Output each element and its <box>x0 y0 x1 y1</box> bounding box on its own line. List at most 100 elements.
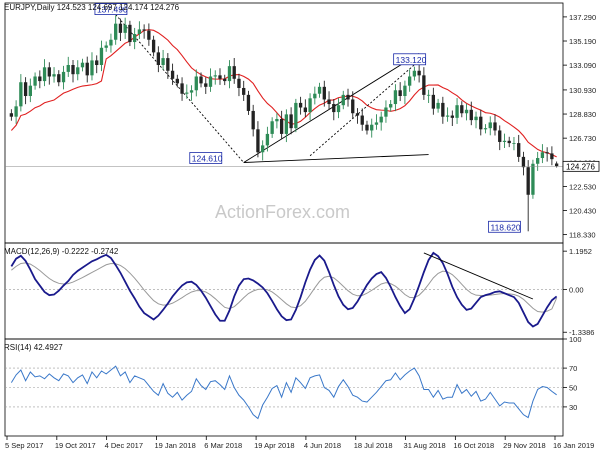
macd-panel: 1.1952 0.00 -1.3386 <box>4 242 594 340</box>
candle-body <box>498 130 502 142</box>
price-annotation-box <box>189 152 223 164</box>
candle-body <box>118 23 123 33</box>
candle-body <box>161 58 165 66</box>
rsi-panel: 100 70 50 30 <box>4 335 582 437</box>
price-annotation: 124.610 <box>192 154 223 164</box>
rsi-header: RSI(14) 42.4927 <box>4 343 63 352</box>
candle-body <box>99 47 104 66</box>
panel-frame <box>4 242 564 340</box>
candle-body <box>246 94 251 111</box>
trend-line <box>115 14 245 163</box>
candle-body <box>545 152 549 154</box>
x-tick-label: 19 Apr 2018 <box>254 441 294 450</box>
candle-body <box>483 128 488 130</box>
price-panel: 137.290 135.190 133.090 130.930 128.830 126.7… <box>4 2 600 244</box>
candle-body <box>279 118 284 134</box>
candle-body <box>531 163 535 195</box>
y-tick-label: 70 <box>569 364 577 373</box>
candle-body <box>104 45 108 48</box>
candle-body <box>393 90 398 105</box>
trend-line <box>243 53 420 163</box>
candle-body <box>346 94 350 100</box>
candle-body <box>270 121 274 134</box>
candle-body <box>317 86 322 94</box>
candle-body <box>403 85 407 97</box>
candle-body <box>308 98 312 113</box>
y-tick-label: 128.830 <box>569 110 596 119</box>
candle-body <box>360 115 364 125</box>
y-tick-label: 0.00 <box>569 285 584 294</box>
candle-body <box>412 70 417 77</box>
candle-body <box>379 116 383 123</box>
candle-body <box>455 105 459 118</box>
y-tick-label: 135.190 <box>569 37 596 46</box>
candle-body <box>445 115 450 117</box>
y-tick-label: 130.930 <box>569 86 596 95</box>
candle-body <box>194 76 198 91</box>
candle-body <box>137 29 142 35</box>
candle-body <box>189 90 194 93</box>
candle-body <box>223 78 227 82</box>
candle-body <box>426 94 431 96</box>
candle-body <box>526 167 530 195</box>
candle-body <box>166 58 170 71</box>
candle-body <box>365 124 369 131</box>
candle-body <box>237 78 241 88</box>
candle-body <box>370 124 374 131</box>
candle-body <box>180 83 184 94</box>
x-tick-label: 16 Jan 2019 <box>553 441 594 450</box>
candle-body <box>128 24 132 43</box>
candle-body <box>322 86 326 100</box>
candle-body <box>313 93 317 99</box>
x-tick-label: 29 Nov 2018 <box>503 441 546 450</box>
candle-body <box>479 116 483 130</box>
candle-body <box>256 129 260 153</box>
price-annotation-box <box>393 53 427 66</box>
trend-line <box>243 154 429 163</box>
candle-body <box>61 71 66 83</box>
candle-body <box>275 118 279 122</box>
candle-body <box>512 143 516 144</box>
candle-body <box>502 140 507 142</box>
candle-body <box>474 116 478 121</box>
candle-body <box>23 82 28 97</box>
candle-body <box>384 107 388 117</box>
candle-body <box>422 75 426 95</box>
candle-body <box>123 24 127 33</box>
candle-body <box>204 83 208 87</box>
x-tick-label: 16 Oct 2018 <box>453 441 494 450</box>
candle-body <box>298 102 303 108</box>
candle-body <box>47 67 51 77</box>
candle-body <box>540 152 545 159</box>
candle-body <box>284 114 289 134</box>
candle-body <box>398 90 402 97</box>
candle-body <box>142 29 146 31</box>
y-tick-label: 1.1952 <box>569 247 592 256</box>
candle-body <box>289 114 293 129</box>
macd-line <box>10 251 558 328</box>
candle-body <box>294 102 298 129</box>
candle-body <box>90 60 94 76</box>
candle-body <box>95 60 99 66</box>
candle-body <box>469 109 473 121</box>
price-annotation-box <box>488 220 521 233</box>
last-price-label: 124.276 <box>566 162 595 171</box>
candle-body <box>242 87 246 95</box>
candle-body <box>151 39 156 53</box>
macd-trend-line <box>423 252 534 300</box>
candle-body <box>265 133 270 146</box>
x-tick-label: 4 Dec 2017 <box>105 441 143 450</box>
x-tick-label: 18 Jul 2018 <box>354 441 393 450</box>
candle-body <box>488 122 492 129</box>
candle-body <box>450 115 454 118</box>
candle-body <box>85 62 89 76</box>
y-tick-label: 118.330 <box>569 231 596 240</box>
candle-body <box>407 76 412 86</box>
candle-body <box>114 23 118 40</box>
candle-body <box>441 102 445 117</box>
x-tick-label: 19 Jan 2018 <box>154 441 195 450</box>
candle-body <box>9 113 14 117</box>
y-tick-label: 133.090 <box>569 61 596 70</box>
x-axis: 5 Sep 2017 19 Oct 2017 4 Dec 2017 19 Jan 20… <box>5 436 594 450</box>
